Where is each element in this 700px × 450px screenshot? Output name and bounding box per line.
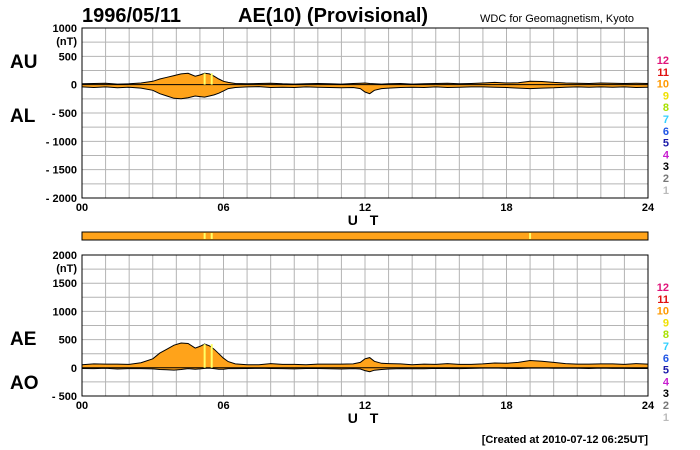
legend-station-count: 5 xyxy=(663,138,669,150)
x-tick-label: 06 xyxy=(217,400,229,412)
legend-station-count: 6 xyxy=(663,126,669,138)
x-tick-label: 24 xyxy=(642,400,655,412)
legend-station-count: 11 xyxy=(657,67,669,79)
x-tick-label: 00 xyxy=(76,400,88,412)
legend-station-count: 8 xyxy=(663,329,669,341)
y-tick-label: 0 xyxy=(71,80,77,92)
legend-station-count: 1 xyxy=(663,185,669,197)
legend-station-count: 4 xyxy=(663,149,670,161)
legend-station-count: 1 xyxy=(663,412,669,424)
series-line-lower xyxy=(81,86,649,100)
y-tick-label: 1000 xyxy=(53,23,77,35)
plot-frame xyxy=(81,27,649,199)
quality-strip xyxy=(81,231,649,241)
data-source: WDC for Geomagnetism, Kyoto xyxy=(480,13,634,25)
y-tick-label: - 1000 xyxy=(46,136,77,148)
y-tick-label: 0 xyxy=(71,363,77,375)
y-tick-label: - 1500 xyxy=(46,165,77,177)
y-tick-label: 1000 xyxy=(53,306,77,318)
series-line-upper xyxy=(81,72,649,85)
legend-station-count: 9 xyxy=(663,90,669,102)
legend-station-count: 11 xyxy=(657,294,669,306)
legend-station-count: 10 xyxy=(657,79,669,91)
legend-station-count: 5 xyxy=(663,365,669,377)
legend-station-count: 12 xyxy=(657,282,669,294)
legend-station-count: 10 xyxy=(657,306,669,318)
series-label-upper: AU xyxy=(10,52,37,73)
x-tick-label: 12 xyxy=(359,400,371,412)
y-tick-label: - 500 xyxy=(52,108,77,120)
y-tick-label: - 2000 xyxy=(46,193,77,205)
unit-label: (nT) xyxy=(56,36,77,48)
plot-frame xyxy=(81,254,649,397)
series-label-lower: AL xyxy=(10,106,36,127)
series-area xyxy=(82,343,648,372)
x-tick-label: 00 xyxy=(76,202,88,214)
au-al-panel: 1000 500 0 - 500 - 1000 - 1500 - 2000 (nT) 00 06 1… xyxy=(10,23,655,228)
y-tick-label: 2000 xyxy=(53,250,77,262)
legend-station-count: 9 xyxy=(663,317,669,329)
strip-bar xyxy=(81,231,649,241)
x-tick-label: 06 xyxy=(217,202,229,214)
legend-station-count: 7 xyxy=(663,114,669,126)
created-timestamp: [Created at 2010-07-12 06:25UT] xyxy=(482,434,649,446)
legend-station-count: 12 xyxy=(657,55,669,67)
series-line-upper xyxy=(81,342,649,366)
legend-station-count: 3 xyxy=(663,388,669,400)
x-axis-label: U T xyxy=(348,410,383,426)
x-tick-label: 24 xyxy=(642,202,655,214)
legend-station-count: 2 xyxy=(663,400,669,412)
x-tick-label: 12 xyxy=(359,202,371,214)
series-line-lower xyxy=(81,367,648,373)
legend-station-count: 8 xyxy=(663,102,669,114)
series-label-lower: AO xyxy=(10,373,39,394)
x-axis-label: U T xyxy=(348,212,383,228)
series-area xyxy=(82,73,648,99)
y-tick-label: - 500 xyxy=(52,391,77,403)
legend-station-count: 6 xyxy=(663,353,669,365)
chart-title: AE(10) (Provisional) xyxy=(238,5,428,27)
x-tick-label: 18 xyxy=(500,400,512,412)
legend-station-count: 3 xyxy=(663,161,669,173)
y-tick-label: 1500 xyxy=(53,278,77,290)
y-tick-label: 500 xyxy=(59,335,77,347)
legend-station-count: 4 xyxy=(663,376,670,388)
legend-station-count: 2 xyxy=(663,173,669,185)
x-tick-label: 18 xyxy=(500,202,512,214)
unit-label: (nT) xyxy=(56,263,77,275)
ae-ao-panel: 2000 1500 1000 500 0 - 500 (nT) 00 06 12 18 24 U T AE… xyxy=(10,250,655,426)
date-title: 1996/05/11 xyxy=(82,5,181,27)
y-tick-label: 500 xyxy=(59,51,77,63)
series-label-upper: AE xyxy=(10,329,36,350)
legend-station-count: 7 xyxy=(663,341,669,353)
